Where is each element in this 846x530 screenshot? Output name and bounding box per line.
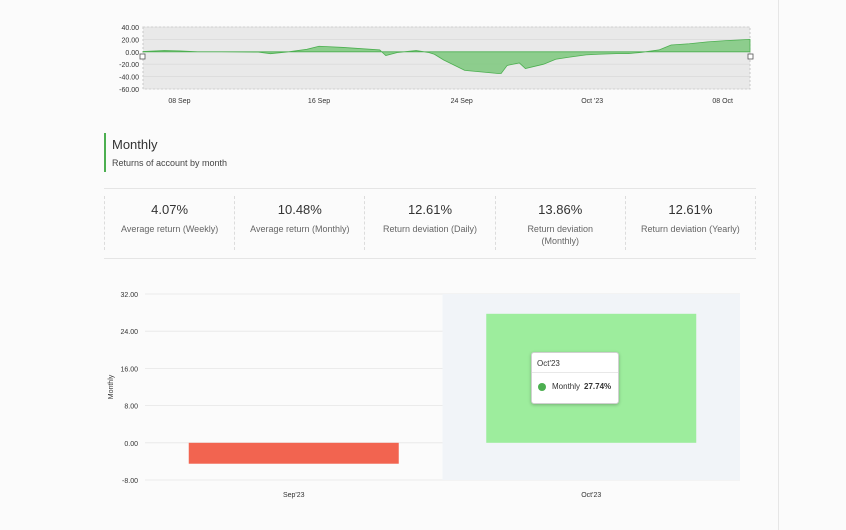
y-tick-label: 0.00 bbox=[124, 441, 138, 448]
series-marker-icon bbox=[538, 382, 546, 391]
stat-label: Average return (Weekly) bbox=[120, 224, 219, 234]
y-tick-label: -20.00 bbox=[119, 62, 139, 69]
monthly-returns-svg: 32.00 24.00 16.00 8.00 0.00 -8.00 Monthly Sep'2… bbox=[108, 292, 740, 499]
y-tick-label: -60.00 bbox=[119, 87, 139, 94]
x-tick-label: Oct '23 bbox=[581, 98, 603, 105]
y-tick-label: 40.00 bbox=[121, 25, 139, 32]
stat-value: 4.07% bbox=[151, 202, 189, 217]
stat-value: 12.61% bbox=[407, 202, 453, 217]
stat-average-weekly: 4.07% Average return (Weekly) bbox=[104, 196, 234, 250]
stat-label: Average return (Monthly) bbox=[250, 224, 350, 234]
left-handle bbox=[139, 53, 146, 60]
stat-deviation-daily: 12.61% Return deviation (Daily) bbox=[364, 196, 494, 250]
y-tick-label: 8.00 bbox=[124, 404, 138, 411]
stat-label: Return deviation (Monthly) bbox=[527, 224, 593, 246]
monthly-section-header: Monthly Returns of account by month bbox=[104, 133, 227, 172]
navigator-svg: 40.00 20.00 0.00 -20.00 -40.00 -60.00 08 Sep 16… bbox=[119, 25, 754, 105]
area-series bbox=[142, 38, 751, 74]
panel-edge bbox=[778, 0, 779, 530]
tooltip-divider bbox=[532, 372, 618, 373]
x-tick-label: 24 Sep bbox=[451, 98, 473, 105]
stat-label: Return deviation (Yearly) bbox=[641, 224, 740, 234]
tooltip-row: Monthly 27.74% bbox=[532, 373, 618, 391]
stat-label: Return deviation (Daily) bbox=[382, 224, 478, 234]
stat-value: 13.86% bbox=[538, 202, 583, 217]
navigator-chart[interactable]: 40.00 20.00 0.00 -20.00 -40.00 -60.00 08 Sep 16… bbox=[100, 18, 760, 113]
right-handle bbox=[747, 53, 754, 60]
divider bbox=[104, 188, 756, 189]
y-tick-label: 0.00 bbox=[125, 50, 139, 57]
x-tick-label: 08 Sep bbox=[168, 98, 190, 105]
stat-average-monthly: 10.48% Average return (Monthly) bbox=[234, 196, 364, 250]
y-axis-label: Monthly bbox=[108, 374, 115, 399]
x-tick-label: Sep'23 bbox=[283, 492, 305, 499]
chart-tooltip: Oct'23 Monthly 27.74% bbox=[531, 352, 619, 404]
y-tick-label: 16.00 bbox=[120, 366, 138, 373]
tooltip-value: 27.74% bbox=[584, 382, 612, 391]
x-tick-label: Oct'23 bbox=[581, 492, 601, 499]
monthly-returns-chart[interactable]: 32.00 24.00 16.00 8.00 0.00 -8.00 Monthly Sep'2… bbox=[100, 280, 760, 510]
divider bbox=[104, 258, 756, 259]
y-tick-label: 24.00 bbox=[120, 329, 138, 336]
bar bbox=[188, 442, 399, 464]
section-title: Monthly bbox=[112, 137, 158, 152]
section-subtitle: Returns of account by month bbox=[112, 158, 228, 168]
y-tick-label: 32.00 bbox=[120, 292, 138, 299]
stat-deviation-monthly: 13.86% Return deviation (Monthly) bbox=[494, 196, 625, 250]
y-tick-label: -8.00 bbox=[122, 478, 138, 485]
stats-row: 4.07% Average return (Weekly) 10.48% Ave… bbox=[104, 196, 757, 250]
y-tick-label: 20.00 bbox=[121, 37, 139, 44]
stat-value: 12.61% bbox=[668, 202, 713, 217]
stat-deviation-yearly: 12.61% Return deviation (Yearly) bbox=[624, 196, 757, 250]
stat-value: 10.48% bbox=[277, 202, 322, 217]
tooltip-title: Oct'23 bbox=[537, 359, 560, 368]
y-tick-label: -40.00 bbox=[119, 75, 139, 82]
x-tick-label: 08 Oct bbox=[712, 98, 733, 105]
tooltip-series-name: Monthly bbox=[552, 382, 581, 391]
x-tick-label: 16 Sep bbox=[308, 98, 330, 105]
